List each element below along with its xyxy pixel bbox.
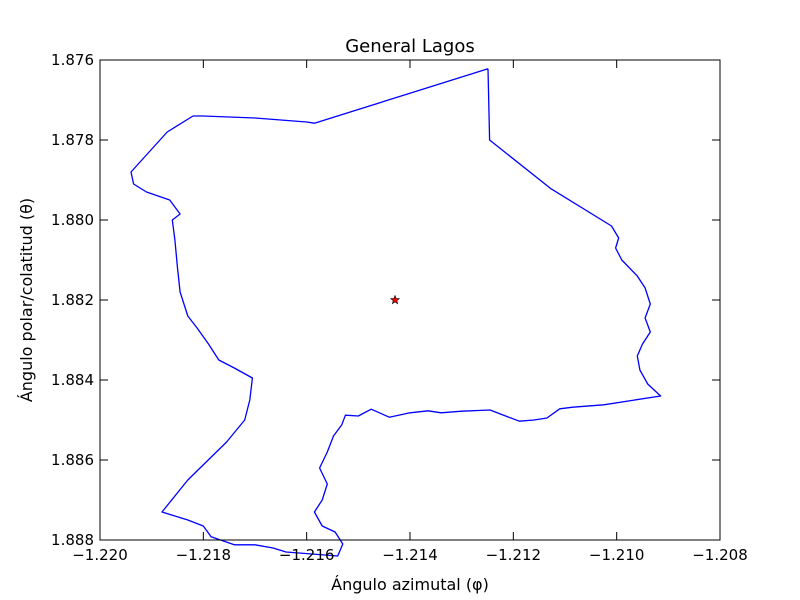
plot-area — [100, 60, 720, 540]
x-axis-label: Ángulo azimutal (φ) — [331, 575, 489, 594]
x-tick-label: −1.214 — [382, 546, 438, 564]
x-tick-label: −1.220 — [72, 546, 128, 564]
y-tick-label: 1.884 — [51, 371, 94, 389]
x-tick-label: −1.210 — [589, 546, 645, 564]
y-axis-label: Ángulo polar/colatitud (θ) — [17, 198, 36, 402]
x-tick-label: −1.212 — [486, 546, 542, 564]
x-tick-label: −1.208 — [692, 546, 748, 564]
boundary-line — [130, 68, 662, 557]
data-layer — [130, 68, 662, 557]
centroid-star-marker — [389, 294, 401, 305]
x-tick-label: −1.218 — [176, 546, 232, 564]
y-tick-label: 1.878 — [51, 131, 94, 149]
y-tick-label: 1.882 — [51, 291, 94, 309]
y-tick-label: 1.888 — [51, 531, 94, 549]
x-tick-label: −1.216 — [279, 546, 335, 564]
y-tick-label: 1.876 — [51, 51, 94, 69]
y-tick-label: 1.880 — [51, 211, 94, 229]
tick-layer: −1.220 −1.218 −1.216 −1.214 −1.212 −1.210 −1.2… — [51, 51, 748, 564]
chart-title: General Lagos — [345, 36, 475, 57]
y-tick-label: 1.886 — [51, 451, 94, 469]
axes-frame — [99, 59, 721, 541]
